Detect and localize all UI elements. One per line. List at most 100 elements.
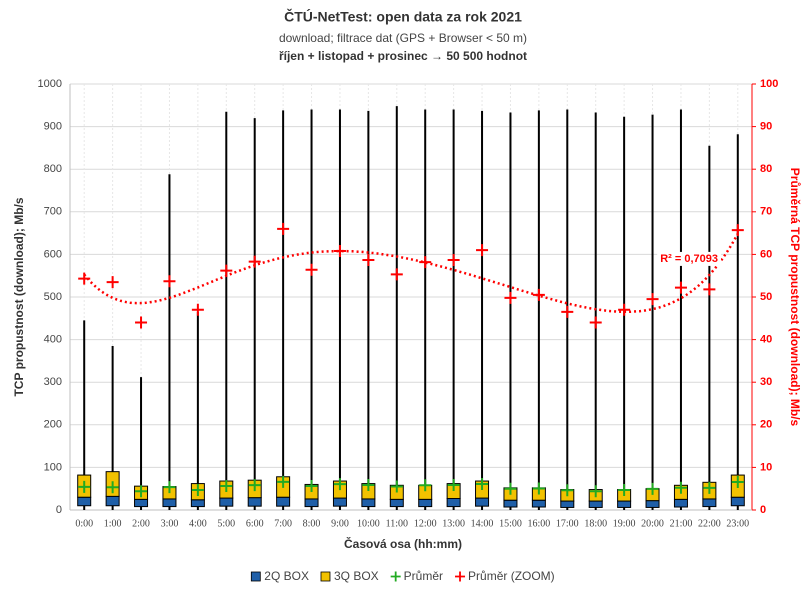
- y-tick-label: 100: [44, 461, 62, 473]
- mean-zoom-marker: [277, 222, 290, 235]
- x-tick-label: 6:00: [246, 518, 264, 529]
- mean-marker: [135, 485, 148, 498]
- box-2q: [730, 496, 745, 507]
- mean-zoom-marker: [532, 288, 545, 301]
- y2-tick-label: 40: [760, 334, 772, 346]
- mean-marker: [106, 481, 119, 494]
- y-tick-label: 900: [44, 121, 62, 133]
- box-2q: [617, 500, 632, 508]
- mean-zoom-marker: [589, 316, 602, 329]
- mean-zoom-marker: [106, 276, 119, 289]
- trendline: [83, 233, 739, 314]
- box-2q: [134, 498, 149, 508]
- mean-marker: [589, 485, 602, 498]
- y-tick-label: 1000: [38, 78, 62, 90]
- mean-marker: [561, 484, 574, 497]
- y2-tick-label: 20: [760, 419, 772, 431]
- mean-marker: [731, 476, 744, 489]
- y2-tick-label: 0: [760, 504, 766, 516]
- x-tick-label: 7:00: [274, 518, 292, 529]
- chart-subtitle: říjen + listopad + prosinec → 50 500 hod…: [279, 49, 527, 63]
- box-2q: [531, 499, 546, 508]
- box-2q: [702, 498, 717, 508]
- annotation-bg: [657, 251, 721, 266]
- annotation: R² = 0,7093: [660, 253, 718, 265]
- y2-tick-label: 50: [760, 291, 772, 303]
- box-2q: [673, 498, 688, 508]
- x-tick-label: 15:00: [499, 518, 522, 529]
- x-tick-label: 19:00: [613, 518, 636, 529]
- box-2q: [219, 497, 234, 507]
- y-tick-label: 200: [44, 419, 62, 431]
- box-2q: [77, 496, 92, 507]
- mean-zoom-marker: [305, 263, 318, 276]
- mean-marker: [390, 480, 403, 493]
- box-2q: [475, 497, 490, 507]
- box-2q: [304, 498, 319, 508]
- legend-label: 2Q BOX: [264, 569, 309, 583]
- x-tick-label: 3:00: [161, 518, 179, 529]
- y2-tick-label: 80: [760, 163, 772, 175]
- y2-tick-label: 30: [760, 376, 772, 388]
- x-tick-label: 18:00: [584, 518, 607, 529]
- x-tick-label: 5:00: [217, 518, 235, 529]
- mean-zoom-marker: [703, 283, 716, 296]
- mean-zoom-marker: [390, 268, 403, 281]
- y2-tick-label: 10: [760, 461, 772, 473]
- legend-label: Průměr: [404, 569, 443, 583]
- box-2q: [190, 499, 205, 508]
- legend-swatch: [455, 571, 466, 582]
- legend: 2Q BOX 3Q BOX Průměr Průměr (ZOOM): [250, 569, 555, 583]
- x-tick-label: 4:00: [189, 518, 207, 529]
- y2-tick-label: 100: [760, 78, 778, 90]
- mean-marker: [78, 480, 91, 493]
- mean-marker: [305, 479, 318, 492]
- x-tick-label: 9:00: [331, 518, 349, 529]
- mean-zoom-marker: [646, 293, 659, 306]
- box-2q: [389, 498, 404, 508]
- box-2q: [418, 498, 433, 508]
- x-tick-label: 22:00: [698, 518, 721, 529]
- y-tick-label: 300: [44, 376, 62, 388]
- box-2q: [162, 498, 177, 508]
- mean-zoom-marker: [476, 244, 489, 257]
- mean-zoom-marker: [333, 244, 346, 257]
- y-tick-label: 400: [44, 334, 62, 346]
- mean-marker: [419, 479, 432, 492]
- chart-subtitle: download; filtrace dat (GPS + Browser < …: [279, 31, 527, 45]
- mean-marker: [220, 480, 233, 493]
- box-2q: [247, 497, 262, 507]
- mean-marker: [362, 478, 375, 491]
- mean-zoom-marker: [504, 291, 517, 304]
- legend-swatch: [250, 571, 261, 582]
- mean-zoom-marker: [362, 253, 375, 266]
- mean-marker: [646, 482, 659, 495]
- x-tick-label: 20:00: [641, 518, 664, 529]
- mean-marker: [333, 478, 346, 491]
- box-2q: [503, 499, 518, 508]
- x-tick-label: 0:00: [75, 518, 93, 529]
- mean-marker: [703, 481, 716, 494]
- y-tick-label: 0: [56, 504, 62, 516]
- y-axis-label: TCP propustnost (download); Mb/s: [12, 197, 26, 396]
- y2-tick-label: 60: [760, 248, 772, 260]
- box-2q: [276, 496, 291, 507]
- mean-marker: [532, 482, 545, 495]
- x-tick-label: 12:00: [414, 518, 437, 529]
- x-axis-label: Časová osa (hh:mm): [344, 536, 462, 551]
- box-2q: [332, 497, 347, 507]
- legend-swatch: [390, 571, 401, 582]
- box-2q: [446, 497, 461, 508]
- legend-label: Průměr (ZOOM): [468, 569, 555, 583]
- x-tick-label: 14:00: [471, 518, 494, 529]
- mean-marker: [277, 475, 290, 488]
- mean-marker: [163, 481, 176, 494]
- mean-zoom-marker: [561, 305, 574, 318]
- x-tick-label: 16:00: [527, 518, 550, 529]
- mean-marker: [248, 479, 261, 492]
- x-tick-label: 17:00: [556, 518, 579, 529]
- mean-marker: [618, 483, 631, 496]
- chart-title: ČTÚ-NetTest: open data za rok 2021: [284, 8, 522, 25]
- box-2q: [105, 495, 120, 507]
